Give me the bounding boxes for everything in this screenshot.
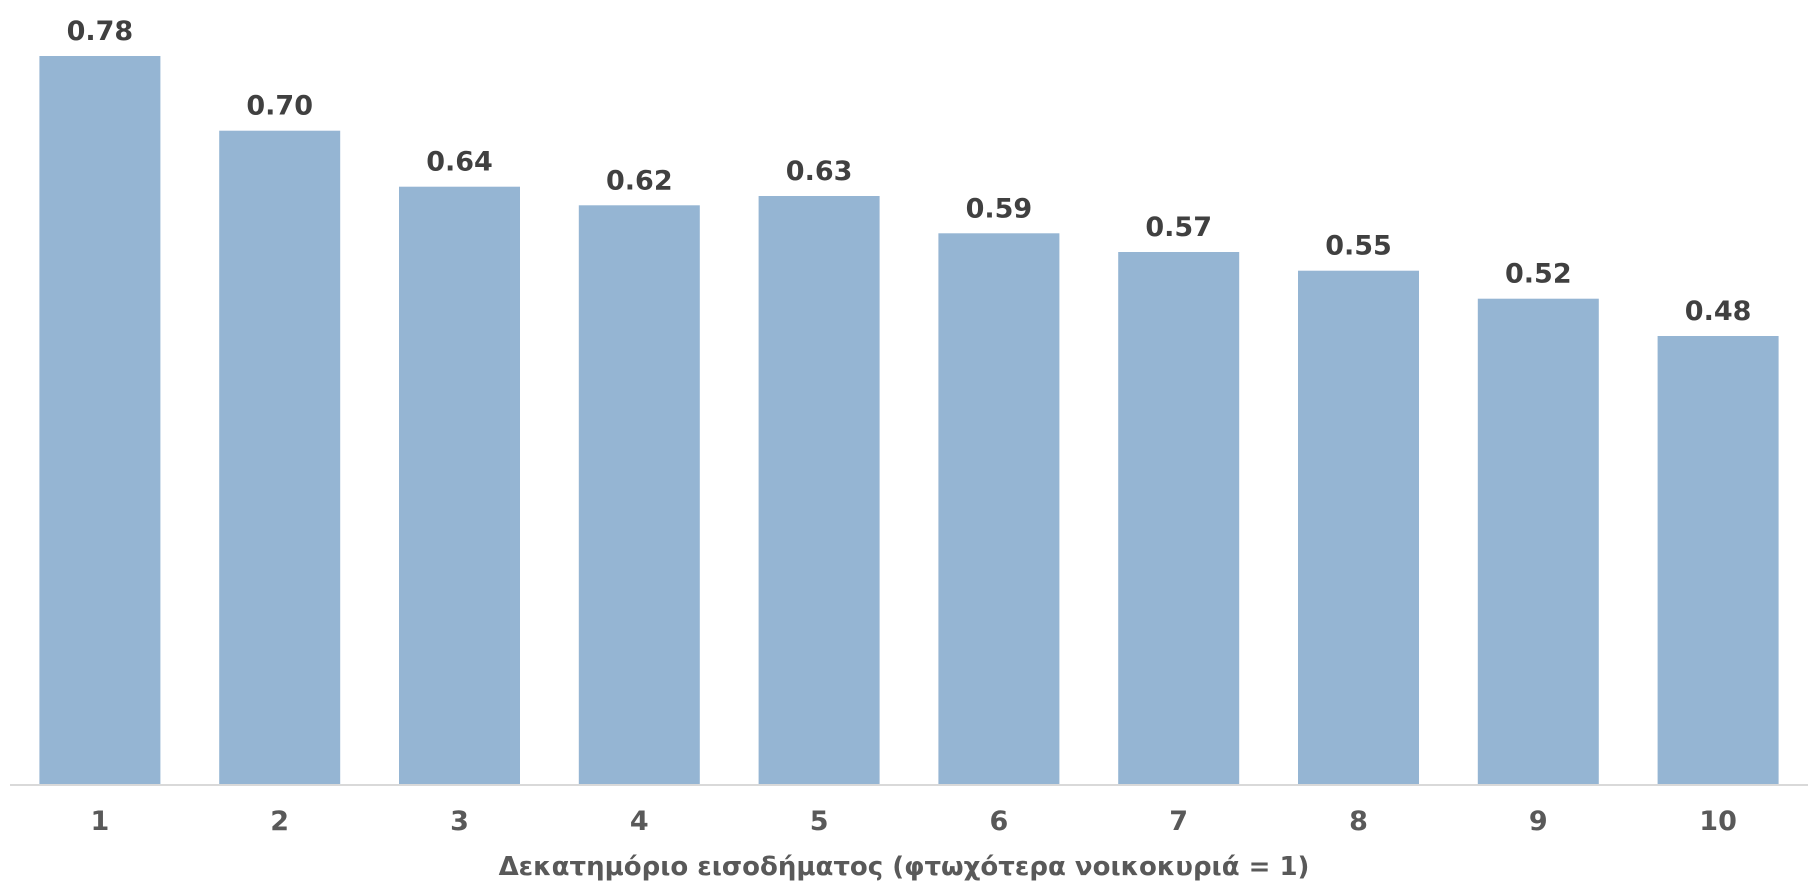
- bar-5: [758, 196, 880, 784]
- x-tick-label-5: 5: [810, 806, 829, 837]
- bar-7: [1118, 252, 1240, 784]
- bar-1: [39, 56, 161, 784]
- bar-9: [1477, 298, 1599, 784]
- x-tick-label-6: 6: [990, 806, 1009, 837]
- bars-group: [39, 56, 1779, 785]
- x-tick-labels-group: 1 2 3 4 5 6 7 8 9 10: [91, 806, 1737, 837]
- value-label-2: 0.70: [246, 91, 313, 122]
- bar-3: [399, 186, 520, 784]
- value-label-4: 0.62: [606, 165, 673, 196]
- x-tick-label-4: 4: [630, 806, 649, 837]
- value-label-1: 0.78: [67, 16, 134, 47]
- value-label-9: 0.52: [1505, 259, 1572, 290]
- x-axis-title: Δεκατημόριο εισοδήματος (φτωχότερα νοικο…: [499, 852, 1310, 882]
- x-tick-label-8: 8: [1349, 806, 1368, 837]
- bar-2: [219, 130, 341, 784]
- x-tick-label-3: 3: [450, 806, 469, 837]
- x-tick-label-10: 10: [1699, 806, 1737, 837]
- value-label-8: 0.55: [1325, 231, 1392, 262]
- bar-4: [578, 205, 700, 785]
- value-label-3: 0.64: [426, 147, 493, 178]
- value-labels-group: 0.78 0.70 0.64 0.62 0.63 0.59 0.57 0.55 0.52 0.48: [67, 16, 1752, 327]
- x-tick-label-7: 7: [1169, 806, 1188, 837]
- x-tick-label-9: 9: [1529, 806, 1548, 837]
- bar-6: [938, 233, 1060, 785]
- value-label-5: 0.63: [786, 156, 853, 187]
- value-label-6: 0.59: [966, 193, 1033, 224]
- bar-8: [1298, 270, 1419, 784]
- bar-10: [1657, 336, 1779, 784]
- value-label-7: 0.57: [1145, 212, 1212, 243]
- x-tick-label-2: 2: [270, 806, 289, 837]
- value-label-10: 0.48: [1685, 296, 1752, 327]
- x-tick-label-1: 1: [91, 806, 110, 837]
